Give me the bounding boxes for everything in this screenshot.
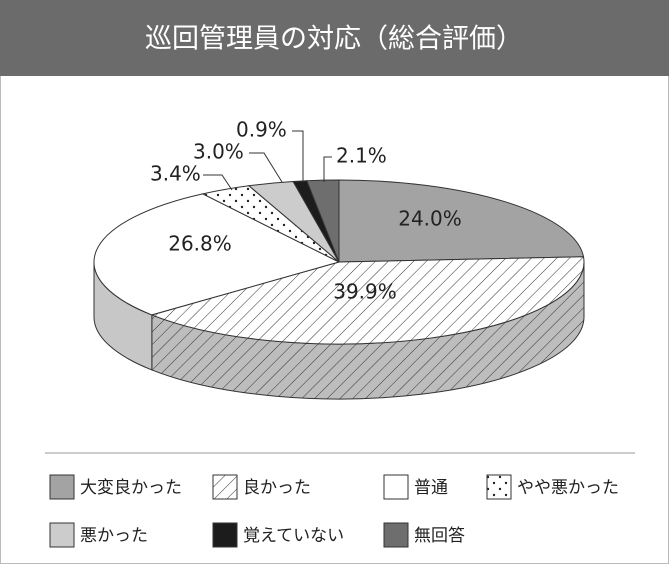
chart-title: 巡回管理員の対応（総合評価）	[145, 24, 523, 55]
legend-swatch	[212, 522, 238, 548]
data-label: 2.1%	[336, 144, 387, 168]
legend-label: 覚えていない	[243, 526, 344, 546]
legend-swatch	[212, 474, 238, 500]
data-label: 26.8%	[168, 232, 232, 256]
data-label: 3.0%	[193, 140, 244, 164]
leader-line	[292, 130, 304, 182]
leader-line	[203, 174, 233, 191]
legend-label: 普通	[414, 478, 448, 498]
legend-label: 良かった	[243, 478, 311, 498]
legend-swatch	[49, 522, 75, 548]
legend-label: 無回答	[414, 526, 465, 546]
slice	[338, 179, 585, 263]
data-label: 3.4%	[150, 162, 201, 186]
legend-swatch	[49, 474, 75, 500]
legend-swatch	[383, 522, 409, 548]
pie: 24.0% 39.9% 26.8% 3.4%3.0%0.9% 2.1%	[93, 118, 585, 400]
slice	[306, 179, 340, 263]
legend-label: 大変良かった	[80, 478, 182, 498]
data-label: 24.0%	[398, 207, 462, 231]
legend-swatch	[486, 474, 512, 500]
data-label: 0.9%	[236, 118, 287, 142]
leader-line	[249, 152, 283, 183]
data-label: 39.9%	[333, 280, 397, 304]
legend-swatch	[383, 474, 409, 500]
header-bar	[0, 0, 669, 76]
slice	[93, 193, 341, 316]
leader-line	[323, 156, 332, 182]
legend-label: 悪かった	[80, 526, 148, 546]
legend-label: やや悪かった	[517, 478, 619, 498]
slice	[150, 256, 585, 345]
